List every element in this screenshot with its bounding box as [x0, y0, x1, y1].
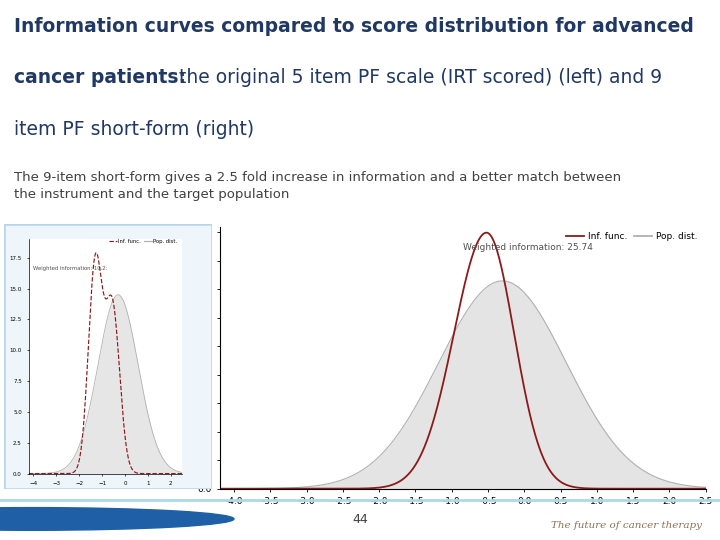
Text: cancer patients:: cancer patients:: [14, 68, 186, 87]
Text: item PF short-form (right): item PF short-form (right): [14, 119, 254, 139]
Text: Weighted information: 10.2:: Weighted information: 10.2:: [33, 266, 108, 271]
Text: The future of cancer therapy: The future of cancer therapy: [551, 521, 702, 530]
FancyBboxPatch shape: [4, 224, 212, 489]
Text: 44: 44: [352, 513, 368, 526]
Text: Information curves compared to score distribution for advanced: Information curves compared to score dis…: [14, 17, 694, 36]
Circle shape: [0, 508, 234, 530]
Text: The 9-item short-form gives a 2.5 fold increase in information and a better matc: The 9-item short-form gives a 2.5 fold i…: [14, 171, 621, 201]
Legend: Inf. func., Pop. dist.: Inf. func., Pop. dist.: [562, 229, 701, 245]
Text: the original 5 item PF scale (IRT scored) (left) and 9: the original 5 item PF scale (IRT scored…: [173, 68, 662, 87]
Legend: Inf. func., Pop. dist.: Inf. func., Pop. dist.: [107, 237, 179, 246]
Text: Weighted information: 25.74: Weighted information: 25.74: [463, 244, 593, 252]
Text: EORTC: EORTC: [59, 513, 105, 526]
